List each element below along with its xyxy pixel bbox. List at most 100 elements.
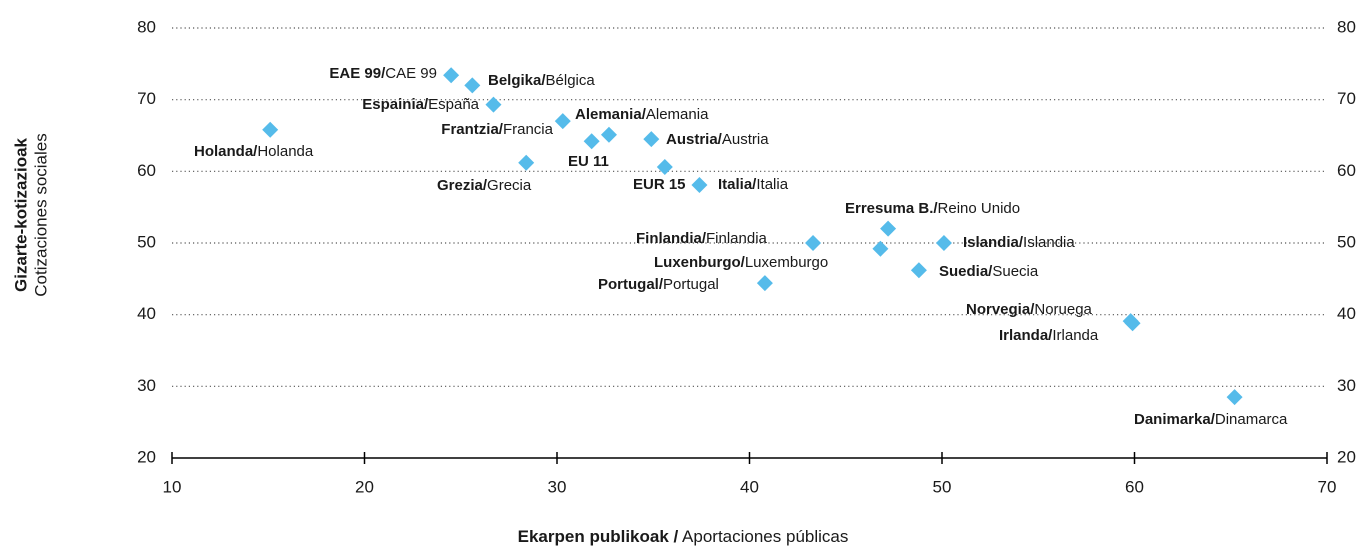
point-label-bold: Norvegia/	[966, 301, 1035, 318]
point-label-regular: Irlanda	[1052, 327, 1099, 344]
point-label-regular: Holanda	[257, 143, 314, 160]
point	[518, 154, 535, 171]
point	[643, 131, 660, 148]
point-label-regular: Italia	[756, 176, 788, 193]
point	[600, 126, 617, 143]
point-label-regular: Francia	[503, 121, 554, 138]
point-label: Portugal/Portugal	[598, 276, 719, 293]
point	[262, 121, 279, 138]
point	[872, 240, 889, 257]
x-tick-label: 40	[740, 477, 759, 496]
point-label-bold: Danimarka/	[1134, 411, 1216, 428]
y-axis-label-bold: Gizarte-kotizazioak	[11, 137, 30, 292]
point-label-bold: EAE 99/	[329, 65, 386, 82]
y-tick-label: 30	[137, 376, 156, 395]
y2-tick-label: 60	[1337, 161, 1356, 180]
point-label: Danimarka/Dinamarca	[1134, 411, 1288, 428]
point-label: Finlandia/Finlandia	[636, 230, 768, 247]
point	[443, 67, 460, 84]
x-tick-label: 50	[933, 477, 952, 496]
point-label-bold: Austria/	[666, 131, 723, 148]
point	[1124, 315, 1141, 332]
point-label-bold: Grezia/	[437, 177, 488, 194]
x-axis-label-regular: Aportaciones públicas	[678, 527, 848, 546]
point-label: EAE 99/CAE 99	[329, 65, 437, 82]
x-tick-label: 30	[548, 477, 567, 496]
point-label: EU 11	[568, 153, 609, 170]
point-label-regular: Dinamarca	[1215, 411, 1288, 428]
point-label: Austria/Austria	[666, 131, 769, 148]
point	[583, 133, 600, 150]
point-label: Norvegia/Noruega	[966, 301, 1093, 318]
point-label-bold: EUR 15	[633, 176, 686, 193]
point-label-regular: Portugal	[663, 276, 719, 293]
point-label-bold: Espainia/	[362, 96, 429, 113]
point-label: Suedia/Suecia	[939, 263, 1039, 280]
point-label: Islandia/Islandia	[963, 234, 1075, 251]
y2-tick-label: 30	[1337, 376, 1356, 395]
point-label-bold: Suedia/	[939, 263, 993, 280]
point	[485, 96, 502, 113]
point	[756, 275, 773, 292]
point-label-bold: Holanda/	[194, 143, 258, 160]
point-label-regular: CAE 99	[385, 65, 437, 82]
point-label-bold: Luxenburgo/	[654, 254, 746, 271]
point-label-regular: España	[428, 96, 480, 113]
point-label-bold: Frantzia/	[441, 121, 504, 138]
point	[935, 235, 952, 251]
point-label-bold: Portugal/	[598, 276, 664, 293]
y2-tick-label: 70	[1337, 89, 1356, 108]
y2-tick-label: 20	[1337, 447, 1356, 466]
point-label-regular: Noruega	[1034, 301, 1092, 318]
point-label: Alemania/Alemania	[575, 106, 709, 123]
y-tick-label: 50	[137, 232, 156, 251]
point-label-bold: Irlanda/	[999, 327, 1053, 344]
point-label: Holanda/Holanda	[194, 143, 314, 160]
y2-tick-label: 40	[1337, 304, 1356, 323]
point-label: Erresuma B./Reino Unido	[845, 200, 1020, 217]
x-axis-label-bold: Ekarpen publikoak /	[518, 527, 679, 546]
point-label-bold: Islandia/	[963, 234, 1024, 251]
x-tick-label: 60	[1125, 477, 1144, 496]
point-label-bold: Alemania/	[575, 106, 647, 123]
point-label-regular: Bélgica	[546, 72, 596, 89]
point	[880, 220, 897, 237]
point-label-bold: Belgika/	[488, 72, 546, 89]
point	[554, 113, 571, 130]
x-tick-label: 20	[355, 477, 374, 496]
x-tick-label: 10	[163, 477, 182, 496]
point-label: Luxenburgo/Luxemburgo	[654, 254, 828, 271]
point	[464, 77, 481, 94]
point	[1226, 389, 1243, 406]
point-label-regular: Luxemburgo	[745, 254, 828, 271]
point-label: Espainia/España	[362, 96, 479, 113]
point	[691, 176, 708, 193]
point	[805, 235, 822, 251]
point-label: Grezia/Grecia	[437, 177, 532, 194]
point-label: Irlanda/Irlanda	[999, 327, 1099, 344]
x-tick-label: 70	[1318, 477, 1337, 496]
y-tick-label: 70	[137, 89, 156, 108]
point-label-regular: Islandia	[1023, 234, 1075, 251]
point	[910, 262, 927, 279]
point-label-bold: Erresuma B./	[845, 200, 938, 217]
point	[656, 159, 673, 176]
point-label-regular: Suecia	[992, 263, 1039, 280]
y-axis-label-regular: Cotizaciones sociales	[31, 133, 50, 296]
point-label: EUR 15	[633, 176, 686, 193]
point-label-regular: Reino Unido	[938, 200, 1021, 217]
point-label: Frantzia/Francia	[441, 121, 553, 138]
y2-tick-label: 50	[1337, 232, 1356, 251]
x-axis-label: Ekarpen publikoak / Aportaciones pública…	[518, 527, 849, 546]
y-tick-label: 80	[137, 17, 156, 36]
point-label-regular: Grecia	[487, 177, 532, 194]
point-label-bold: Italia/	[718, 176, 757, 193]
point-label: Belgika/Bélgica	[488, 72, 595, 89]
y-tick-label: 40	[137, 304, 156, 323]
point-label-regular: Finlandia	[706, 230, 768, 247]
point-label: Italia/Italia	[718, 176, 789, 193]
point-label-regular: Austria	[722, 131, 769, 148]
point-label-regular: Alemania	[646, 106, 709, 123]
y-tick-label: 60	[137, 161, 156, 180]
